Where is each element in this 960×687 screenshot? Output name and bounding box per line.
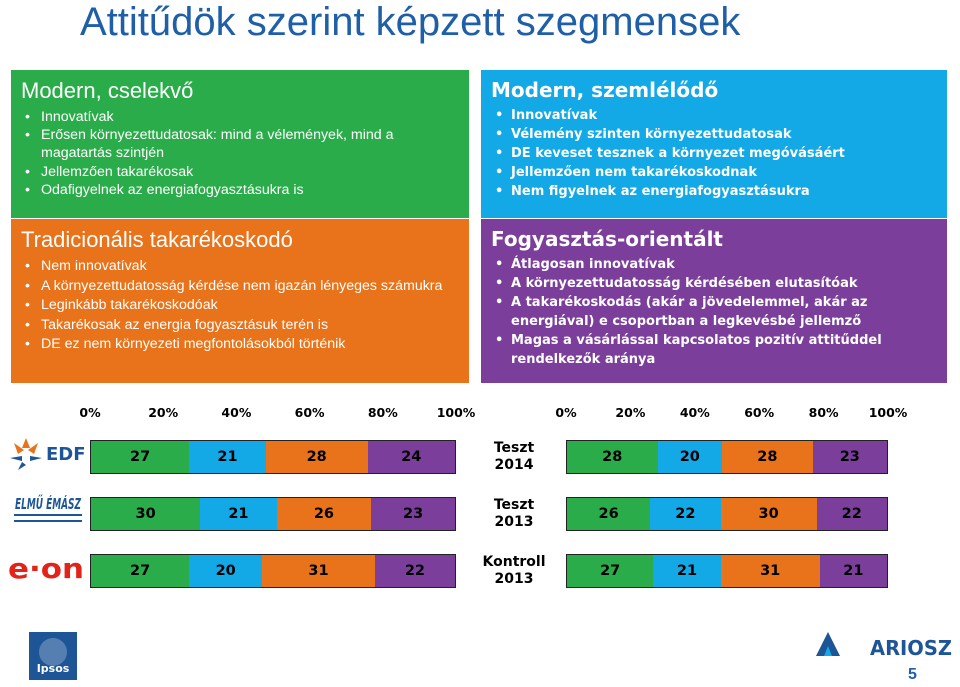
list-item: DE keveset tesznek a környezet megóvásáé…	[491, 144, 937, 163]
elmu-wordmark: ELMŰ ÉMÁSZ	[15, 493, 82, 513]
bar-segment: 31	[720, 555, 820, 587]
list-item: A környezettudatosság kérdése nem igazán…	[21, 277, 459, 297]
edf-demasz-logo: EDF DÉMÁSZ	[10, 438, 88, 470]
bar-segment: 23	[371, 498, 455, 530]
list-item: Innovatívak	[21, 108, 459, 126]
list-item: Innovatívak	[491, 106, 937, 125]
segment-title: Tradicionális takarékoskodó	[21, 227, 293, 252]
row-category-label: Kontroll 2013	[482, 554, 546, 587]
bar-segment: 24	[367, 441, 455, 473]
segment-list: Nem innovatívak A környezettudatosság ké…	[21, 257, 459, 355]
bar-segment: 22	[816, 498, 887, 530]
list-item: Takarékosak az energia fogyasztásuk teré…	[21, 316, 459, 336]
list-item: Erősen környezettudatosak: mind a vélemé…	[21, 126, 459, 162]
list-item: Leginkább takarékoskodóak	[21, 296, 459, 316]
axis-tick-label: 100%	[436, 405, 476, 420]
ariosz-wordmark: ARIOSZ	[870, 636, 952, 660]
list-item: Jellemzően nem takarékoskodnak	[491, 163, 937, 182]
list-item: A környezettudatosság kérdésében elutasí…	[491, 274, 937, 293]
axis-tick-label: 40%	[221, 405, 252, 420]
bar-segment: 26	[276, 498, 372, 530]
eon-logo: e·on	[8, 552, 84, 585]
bar-segment: 30	[720, 498, 817, 530]
bar-segment: 21	[189, 441, 266, 473]
bar-segment: 22	[374, 555, 455, 587]
axis-tick-label: 60%	[294, 405, 325, 420]
stacked-bar-row: 30 21 26 23	[90, 497, 456, 531]
axis-tick-label: 60%	[744, 405, 775, 420]
row-category-label: Teszt 2013	[493, 497, 535, 530]
ariosz-logo: ARIOSZ	[816, 632, 952, 660]
segment-list: Innovatívak Erősen környezettudatosak: m…	[21, 108, 459, 199]
segment-title: Modern, szemlélődő	[491, 78, 719, 102]
bar-segment: 20	[189, 555, 263, 587]
stacked-bar-row: 27 21 31 21	[566, 554, 888, 588]
bar-segment: 31	[262, 555, 375, 587]
edf-sun-icon	[10, 438, 42, 470]
bar-segment: 27	[567, 555, 654, 587]
bar-segment: 27	[91, 555, 190, 587]
list-item: Odafigyelnek az energiafogyasztásukra is	[21, 181, 459, 199]
segment-title: Modern, cselekvő	[21, 78, 194, 103]
list-item: Magas a vásárlással kapcsolatos pozitív …	[491, 331, 937, 369]
row-category-label: Teszt 2014	[493, 440, 535, 473]
bar-segment: 21	[200, 498, 277, 530]
axis-tick-label: 40%	[679, 405, 710, 420]
bar-segment: 28	[722, 441, 813, 473]
bar-segment: 28	[567, 441, 658, 473]
ipsos-wordmark: Ipsos	[37, 662, 70, 675]
page-title: Attitűdök szerint képzett szegmensek	[80, 0, 741, 44]
axis-tick-label: 100%	[868, 405, 908, 420]
list-item: DE ez nem környezeti megfontolásokból tö…	[21, 335, 459, 355]
page-number: 5	[908, 666, 917, 683]
stacked-bar-row: 26 22 30 22	[566, 497, 888, 531]
bar-segment: 27	[91, 441, 190, 473]
segment-modern-observer: Modern, szemlélődő Innovatívak Vélemény …	[481, 70, 947, 218]
segment-title: Fogyasztás-orientált	[491, 227, 723, 251]
axis-tick-label: 0%	[79, 405, 101, 420]
segment-list: Innovatívak Vélemény szinten környezettu…	[491, 106, 937, 201]
segment-list: Átlagosan innovatívak A környezettudatos…	[491, 255, 937, 369]
axis-tick-label: 80%	[808, 405, 839, 420]
list-item: Vélemény szinten környezettudatosak	[491, 125, 937, 144]
list-item: Nem innovatívak	[21, 257, 459, 277]
list-item: A takarékoskodás (akár a jövedelemmel, a…	[491, 293, 937, 331]
bar-segment: 21	[819, 555, 887, 587]
bar-segment: 22	[650, 498, 721, 530]
list-item: Jellemzően takarékosak	[21, 163, 459, 181]
ariosz-mark-icon	[816, 632, 840, 656]
axis-tick-label: 0%	[555, 405, 577, 420]
stacked-bar-row: 27 20 31 22	[90, 554, 456, 588]
list-item: Nem figyelnek az energiafogyasztásukra	[491, 182, 937, 201]
bar-segment: 20	[657, 441, 723, 473]
axis-tick-label: 20%	[615, 405, 646, 420]
stacked-bar-row: 27 21 28 24	[90, 440, 456, 474]
bar-segment: 26	[567, 498, 651, 530]
segment-traditional-saver: Tradicionális takarékoskodó Nem innovatí…	[11, 219, 469, 383]
eon-wordmark: e·on	[8, 552, 84, 585]
list-item: Átlagosan innovatívak	[491, 255, 937, 274]
ipsos-logo: Ipsos	[29, 632, 77, 680]
bar-segment: 28	[265, 441, 368, 473]
bar-segment: 30	[91, 498, 201, 530]
bar-segment: 21	[653, 555, 721, 587]
edf-wordmark: EDF DÉMÁSZ	[46, 443, 88, 465]
segment-modern-active: Modern, cselekvő Innovatívak Erősen körn…	[11, 70, 469, 218]
bar-segment: 23	[812, 441, 887, 473]
axis-tick-label: 20%	[148, 405, 179, 420]
axis-tick-label: 80%	[367, 405, 398, 420]
elmu-emasz-logo: ELMŰ ÉMÁSZ	[14, 493, 82, 522]
stacked-bar-row: 28 20 28 23	[566, 440, 888, 474]
segment-consumption-oriented: Fogyasztás-orientált Átlagosan innovatív…	[481, 219, 947, 383]
